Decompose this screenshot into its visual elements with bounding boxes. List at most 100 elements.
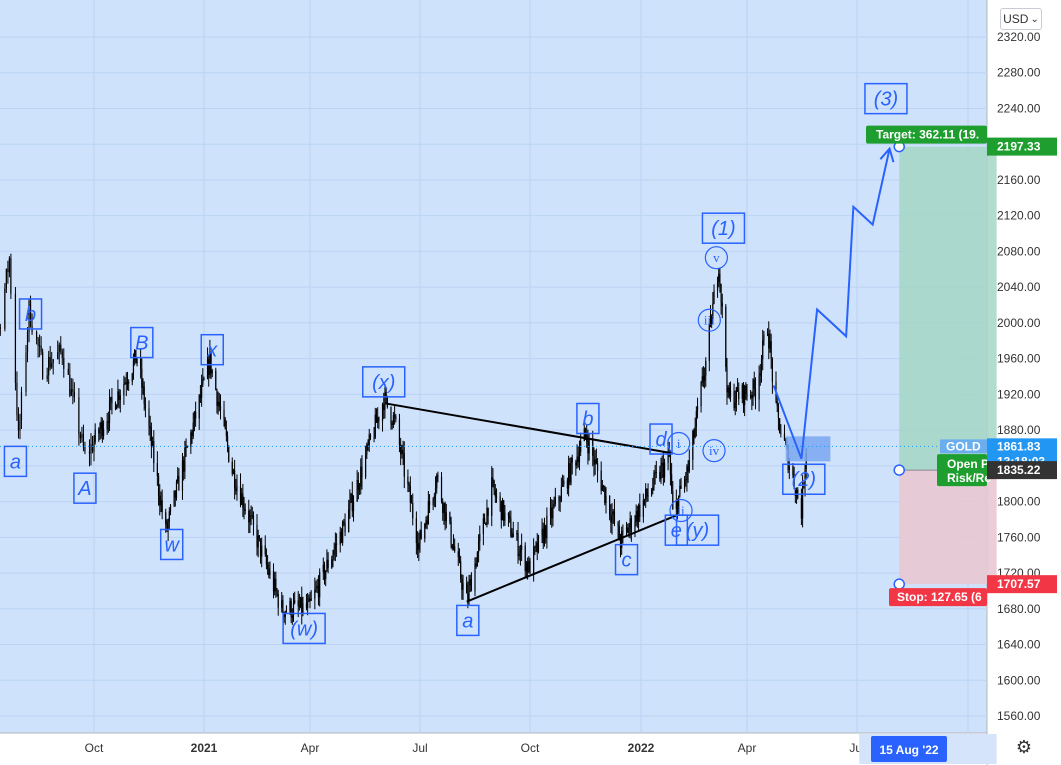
subwave-label: v [713, 250, 720, 265]
wave-label-box[interactable] [576, 402, 600, 435]
candle-body [415, 518, 417, 543]
wave-label-box[interactable] [130, 326, 154, 359]
subwave-label-circle[interactable] [702, 439, 726, 463]
candle-body [646, 488, 648, 497]
subwave-label-circle[interactable] [697, 308, 721, 332]
wave-label-box[interactable] [18, 298, 43, 330]
candle-body [256, 524, 258, 548]
candle-body [759, 373, 761, 376]
wave-label-box[interactable] [200, 333, 224, 366]
candle-body [729, 391, 732, 397]
trendline[interactable] [466, 514, 678, 603]
candle-body [73, 391, 75, 398]
candle-body [595, 459, 597, 464]
wave-label-box[interactable] [864, 82, 908, 115]
y-tick-label: 2080.00 [997, 244, 1041, 258]
candle-body [390, 407, 392, 424]
subwave-label-circle[interactable] [667, 431, 691, 456]
candle-body [361, 466, 363, 478]
subwave-label: iii [704, 313, 715, 328]
projection-path[interactable] [772, 148, 891, 460]
candle-body [366, 444, 368, 455]
candle-body [261, 545, 263, 557]
candle-body [49, 357, 51, 368]
candle-body [400, 444, 402, 455]
candle-body [718, 273, 720, 283]
wave-label-box[interactable] [282, 612, 326, 645]
wave-label-box[interactable] [675, 514, 720, 546]
currency-button[interactable]: USD ⌄ [1000, 8, 1042, 30]
candle-body [107, 421, 109, 423]
candle-body [339, 531, 341, 545]
candle-body [285, 611, 288, 613]
wave-label-box[interactable] [361, 366, 406, 398]
candle-body [680, 485, 682, 489]
target-zone[interactable] [899, 146, 997, 471]
gear-icon[interactable]: ⚙ [1015, 737, 1033, 758]
subwave-label-circle[interactable] [704, 246, 728, 270]
candle-body [210, 351, 212, 374]
candle-body [169, 505, 172, 512]
wave-label-box[interactable] [456, 604, 480, 637]
candle-body [535, 542, 537, 547]
candle-body [449, 512, 451, 522]
subwave-label-circle[interactable] [669, 498, 693, 523]
wave-label-box[interactable] [701, 212, 746, 244]
stop-label: Stop: 127.65 (6 [897, 590, 982, 604]
candle-body [610, 515, 612, 523]
candle-body [629, 518, 631, 528]
candle-body [736, 387, 739, 392]
candle-body [788, 466, 790, 471]
highlight-box[interactable] [785, 436, 831, 462]
candle-body [319, 572, 321, 598]
candle-body [792, 466, 794, 475]
stop-zone[interactable] [899, 470, 997, 585]
trendline[interactable] [384, 402, 673, 455]
candle-body [58, 344, 60, 353]
candle-body [181, 460, 184, 491]
candle-body [69, 374, 71, 396]
candle-body [325, 570, 327, 580]
wave-label-box[interactable] [73, 472, 97, 504]
candle-body [294, 600, 296, 603]
candle-body [289, 600, 291, 612]
candle-body [375, 414, 378, 423]
candle-body [358, 486, 361, 490]
candle-body [744, 385, 746, 405]
candle-body [217, 401, 219, 406]
candle-body [39, 345, 41, 347]
candle-body [316, 585, 318, 588]
candle-body [360, 466, 362, 487]
entry-handle[interactable] [893, 464, 905, 476]
symbol-label: GOLD [946, 439, 981, 453]
wave-label: (y) [686, 520, 709, 542]
candle-body [241, 493, 243, 505]
candle-body [317, 585, 320, 598]
candle-body [236, 485, 238, 491]
candle-body [25, 352, 27, 392]
y-tick-label: 1880.00 [997, 423, 1041, 437]
candle-body [305, 603, 308, 608]
candle-body [575, 462, 577, 466]
wave-label-box[interactable] [782, 463, 826, 495]
wave-label-box[interactable] [3, 445, 28, 478]
wave-label-box[interactable] [614, 543, 639, 576]
candle-body [518, 553, 520, 557]
candle-body [593, 455, 595, 465]
candle-body [676, 500, 679, 513]
stop-handle[interactable] [893, 578, 905, 590]
candle-body [688, 459, 690, 472]
wave-label-box[interactable] [159, 528, 184, 561]
candle-body [326, 559, 328, 571]
candle-body [427, 501, 429, 525]
candle-body [177, 475, 179, 482]
candle-body [470, 579, 473, 592]
projection-arrowhead [879, 146, 895, 163]
candle-body [636, 510, 638, 522]
wave-label-box[interactable] [649, 423, 673, 455]
candle-body [357, 479, 359, 490]
candle-body [141, 368, 143, 388]
candle-body [507, 512, 510, 517]
